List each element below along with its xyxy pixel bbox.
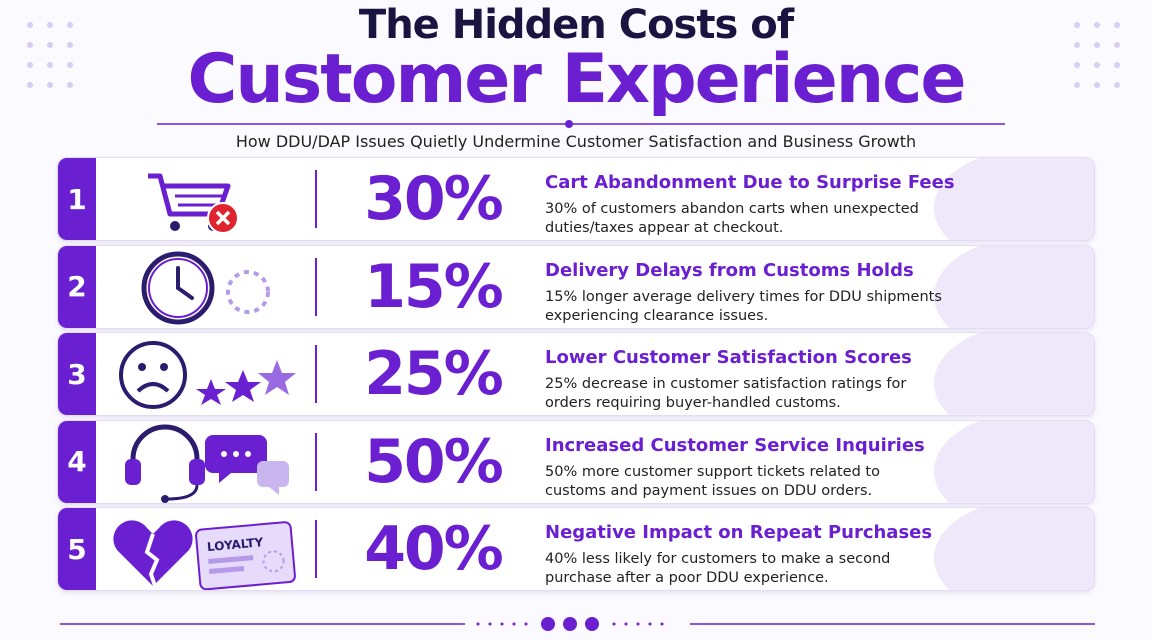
item-description: 40% less likely for customers to make a … [545, 551, 891, 586]
stat: 25% [364, 339, 504, 409]
stat: 30% [364, 164, 504, 234]
icon [141, 251, 270, 324]
title: Customer Experience [187, 40, 966, 119]
list-item: 5 LOYALTY 40% Negative Impact on Repeat … [57, 507, 1095, 591]
decoration [934, 158, 1094, 240]
item-title: Increased Customer Service Inquiries [545, 434, 925, 456]
icon [119, 341, 296, 409]
decoration [934, 245, 1094, 328]
item-number: 1 [58, 158, 96, 240]
list-item: 3 25% Lower Customer Satisfaction Scores… [57, 332, 1095, 416]
list-item: 4 50% Increased Customer Service Inquiri… [57, 419, 1095, 504]
separator [315, 432, 317, 491]
separator [315, 520, 317, 578]
decoration [934, 420, 1094, 503]
dot-pattern [27, 22, 73, 88]
item-number: 2 [58, 245, 96, 328]
stat: 40% [364, 514, 504, 584]
item-title: Lower Customer Satisfaction Scores [545, 347, 912, 368]
item-description: 30% of customers abandon carts when unex… [545, 201, 919, 236]
item-title: Cart Abandonment Due to Surprise Fees [545, 172, 955, 193]
decoration [934, 333, 1094, 415]
item-title: Delivery Delays from Customs Holds [545, 259, 914, 281]
item-number: 5 [58, 508, 96, 590]
item-number: 3 [58, 333, 96, 415]
item-number: 4 [58, 420, 96, 503]
title: The Hidden Costs of [358, 2, 794, 48]
separator [315, 345, 317, 403]
item-description: 50% more customer support tickets relate… [545, 463, 880, 499]
icon: LOYALTY [113, 520, 296, 590]
list-item: 2 15% Delivery Delays from Customs Holds… [57, 244, 1095, 329]
separator [315, 170, 317, 228]
dot-pattern [1074, 22, 1120, 88]
icon [148, 173, 239, 234]
item-title: Negative Impact on Repeat Purchases [545, 522, 933, 543]
icon [125, 424, 289, 503]
stat: 50% [364, 426, 504, 497]
list-item: 1 30% Cart Abandonment Due to Surprise F… [57, 157, 1095, 241]
divider [157, 120, 1005, 128]
separator [315, 257, 317, 316]
decoration [934, 508, 1094, 590]
subtitle: How DDU/DAP Issues Quietly Undermine Cus… [235, 132, 917, 151]
stat: 15% [364, 251, 504, 322]
card-label: LOYALTY [206, 535, 264, 554]
item-description: 25% decrease in customer satisfaction ra… [545, 376, 907, 411]
footer-divider [60, 617, 1095, 631]
item-description: 15% longer average delivery times for DD… [545, 288, 942, 324]
